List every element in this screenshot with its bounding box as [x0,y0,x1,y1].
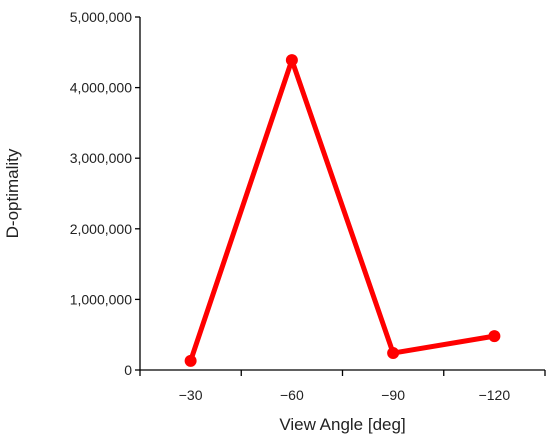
data-point-marker [488,330,501,343]
data-point-marker [285,54,298,67]
y-tick-label: 5,000,000 [70,9,132,25]
x-tick-label: −30 [179,387,203,403]
y-tick-label: 4,000,000 [70,80,132,96]
y-tick-label: 3,000,000 [70,150,132,166]
x-tick-label: −90 [381,387,405,403]
x-axis-title: View Angle [deg] [279,415,405,434]
x-tick-label: −60 [280,387,304,403]
y-axis-ticks: 0 1,000,000 2,000,000 3,000,000 4,000,000 5,0… [70,9,140,378]
x-tick-label: −120 [479,387,511,403]
y-tick-label: 1,000,000 [70,291,132,307]
data-point-marker [184,354,197,367]
y-tick-label: 0 [124,362,132,378]
y-axis-title: D-optimality [3,148,22,238]
series-layer [184,54,501,367]
y-tick-label: 2,000,000 [70,221,132,237]
series-line [188,57,495,362]
x-axis-ticks: −30 −60 −90 −120 [139,370,546,403]
data-point-marker [387,347,400,360]
